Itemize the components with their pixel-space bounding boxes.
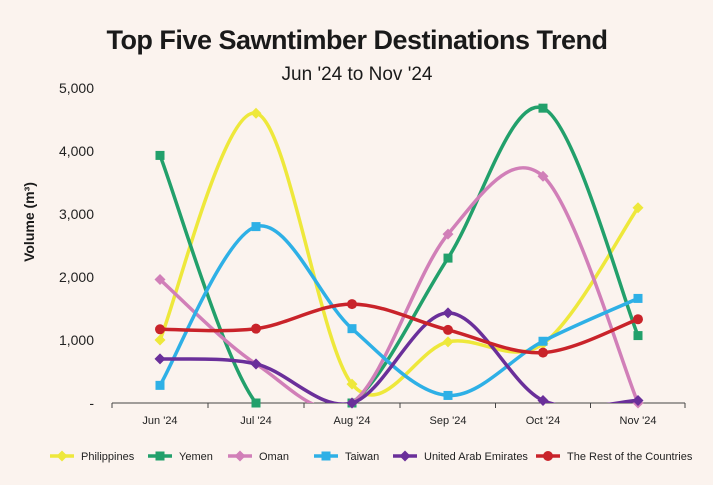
chart-subtitle: Jun '24 to Nov '24 bbox=[282, 64, 433, 85]
legend: Philippines Yemen Oman Taiwan United Arab Em… bbox=[50, 450, 693, 463]
legend-swatch-marker bbox=[155, 451, 165, 461]
legend-label: Yemen bbox=[179, 451, 213, 463]
data-point-yemen bbox=[443, 253, 453, 263]
data-point-united-arab-emirates bbox=[537, 394, 549, 406]
legend-item-the-rest-of-the-countries: The Rest of the Countries bbox=[536, 451, 693, 463]
x-tick-label: Aug '24 bbox=[334, 415, 371, 427]
x-tick-label: Sep '24 bbox=[430, 415, 467, 427]
y-tick-label: 1,000 bbox=[59, 332, 94, 348]
x-tick-label: Jun '24 bbox=[142, 415, 177, 427]
legend-swatch-marker bbox=[234, 450, 246, 462]
data-point-philippines bbox=[346, 378, 358, 390]
legend-swatch-marker bbox=[399, 450, 411, 462]
data-point-united-arab-emirates bbox=[442, 307, 454, 319]
data-point-the-rest-of-the-countries bbox=[251, 323, 261, 334]
legend-label: United Arab Emirates bbox=[424, 451, 528, 463]
legend-swatch-marker bbox=[321, 451, 331, 461]
data-point-the-rest-of-the-countries bbox=[155, 324, 165, 335]
legend-label: Taiwan bbox=[345, 451, 379, 463]
chart-title: Top Five Sawntimber Destinations Trend bbox=[106, 25, 607, 55]
data-point-yemen bbox=[251, 398, 261, 408]
data-point-the-rest-of-the-countries bbox=[443, 324, 453, 335]
series-layer bbox=[154, 103, 644, 409]
data-point-philippines bbox=[250, 107, 262, 119]
y-tick-label: 2,000 bbox=[59, 269, 94, 285]
data-point-the-rest-of-the-countries bbox=[538, 347, 548, 358]
data-point-taiwan bbox=[251, 222, 261, 232]
y-tick-label: - bbox=[89, 395, 94, 411]
series-taiwan bbox=[155, 222, 643, 400]
legend-label: Philippines bbox=[81, 451, 135, 463]
x-tick-label: Oct '24 bbox=[526, 415, 561, 427]
legend-swatch-marker bbox=[543, 451, 553, 461]
legend-item-united-arab-emirates: United Arab Emirates bbox=[393, 450, 528, 463]
legend-swatch-marker bbox=[56, 450, 68, 462]
data-point-oman bbox=[537, 170, 549, 182]
data-point-united-arab-emirates bbox=[632, 394, 644, 406]
data-point-yemen bbox=[538, 103, 548, 113]
x-tick-label: Jul '24 bbox=[240, 415, 271, 427]
data-point-taiwan bbox=[633, 293, 643, 303]
legend-label: Oman bbox=[259, 451, 289, 463]
y-axis-ticks: - 1,000 2,000 3,000 4,000 5,000 bbox=[59, 80, 94, 411]
data-point-united-arab-emirates bbox=[154, 353, 166, 365]
legend-item-philippines: Philippines bbox=[50, 450, 135, 463]
data-point-yemen bbox=[633, 331, 643, 341]
legend-item-yemen: Yemen bbox=[148, 451, 213, 463]
y-tick-label: 5,000 bbox=[59, 80, 94, 96]
data-point-oman bbox=[442, 228, 454, 240]
x-axis: Jun '24 Jul '24 Aug '24 Sep '24 Oct '24 Nov '… bbox=[111, 402, 686, 427]
data-point-oman bbox=[154, 274, 166, 286]
data-point-yemen bbox=[155, 150, 165, 160]
series-line-philippines bbox=[158, 111, 640, 397]
data-point-united-arab-emirates bbox=[346, 397, 358, 409]
data-point-taiwan bbox=[443, 390, 453, 400]
data-point-taiwan bbox=[538, 336, 548, 346]
series-line-taiwan bbox=[158, 224, 640, 398]
y-tick-label: 4,000 bbox=[59, 143, 94, 159]
data-point-taiwan bbox=[155, 380, 165, 390]
data-point-the-rest-of-the-countries bbox=[347, 299, 357, 310]
x-tick-label: Nov '24 bbox=[620, 415, 657, 427]
data-point-philippines bbox=[154, 334, 166, 346]
data-point-the-rest-of-the-countries bbox=[633, 314, 643, 325]
data-point-philippines bbox=[442, 336, 454, 348]
y-tick-label: 3,000 bbox=[59, 206, 94, 222]
data-point-philippines bbox=[632, 202, 644, 214]
legend-item-taiwan: Taiwan bbox=[314, 451, 379, 463]
series-united-arab-emirates bbox=[154, 307, 644, 409]
y-axis-label: Volume (m³) bbox=[21, 182, 37, 262]
legend-item-oman: Oman bbox=[228, 450, 289, 463]
legend-label: The Rest of the Countries bbox=[567, 451, 693, 463]
data-point-united-arab-emirates bbox=[250, 358, 262, 370]
data-point-taiwan bbox=[347, 324, 357, 334]
series-the-rest-of-the-countries bbox=[155, 299, 643, 358]
